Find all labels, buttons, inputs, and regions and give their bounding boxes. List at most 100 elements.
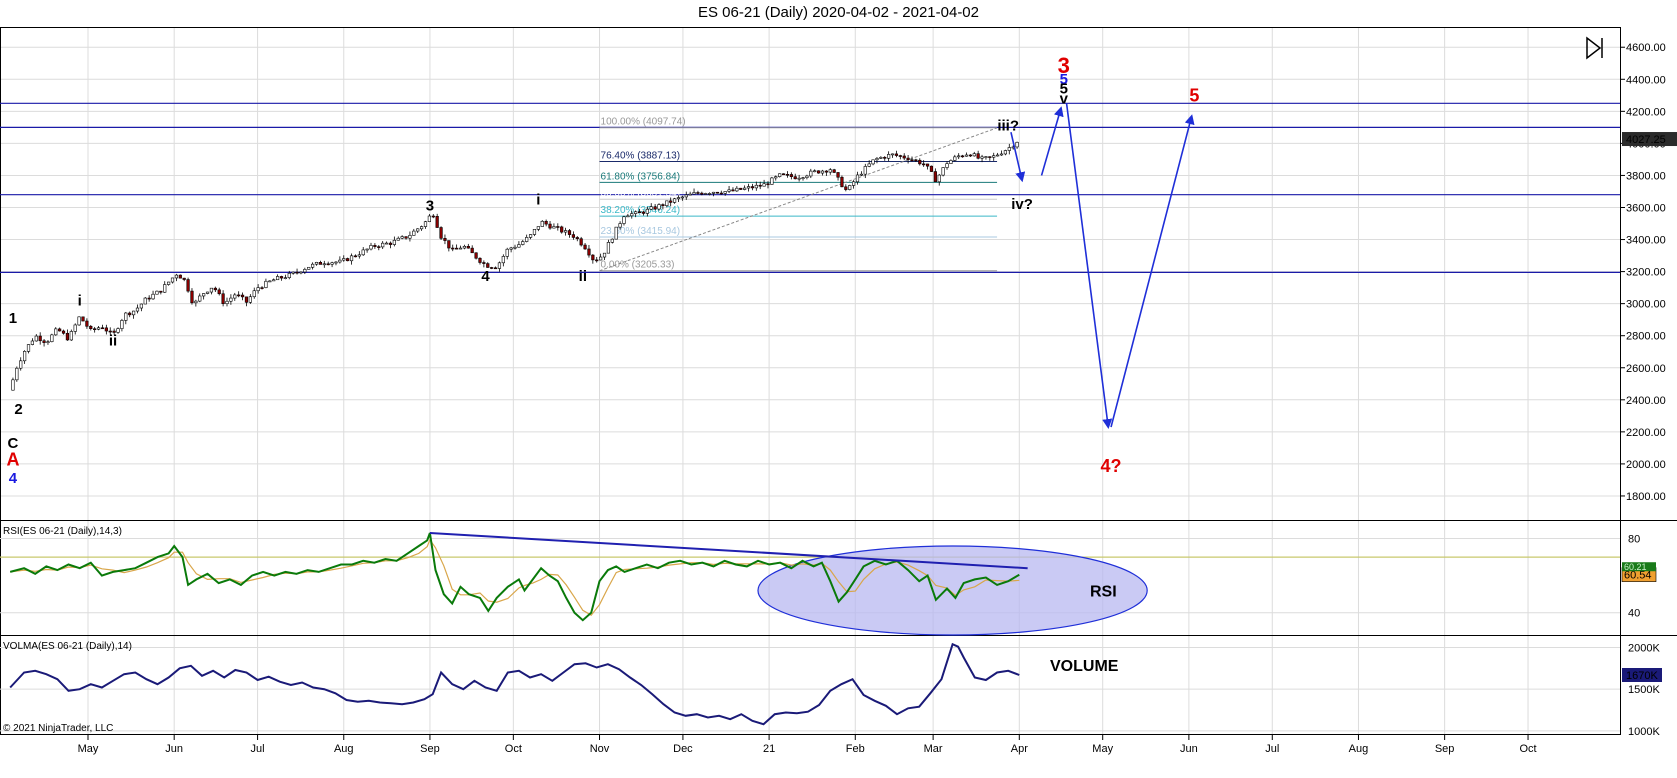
fib-level-label: 50.00% (3651.54) [601,188,681,199]
candle-body [478,257,482,263]
candle-body [482,262,486,264]
candle-body [388,242,393,245]
candle-body [194,300,198,304]
candle-body [69,331,73,341]
candle-body [455,247,459,250]
candle-body [427,215,431,222]
candle-body [143,297,147,305]
candle-body [723,191,727,194]
vol-tick-label: 1000K [1628,726,1660,738]
wave-label: A [6,450,19,470]
candle-body [894,153,899,156]
candle-body [486,263,490,268]
candle-body [89,325,93,330]
x-tick-label: May [78,743,99,755]
chart-frame [0,27,1621,735]
candle-body [209,287,214,293]
candle-body [634,211,638,214]
candle-body [606,242,611,254]
x-tick-label: Dec [673,743,693,755]
candle-body [451,247,455,250]
candle-body [844,186,848,190]
candle-body [268,280,272,283]
price-tick-label: 2400.00 [1626,395,1666,407]
fib-level-label: 76.40% (3887.13) [601,150,681,161]
candle-body [657,204,661,210]
candle-body [567,230,572,235]
candle-body [275,276,280,281]
candle-body [781,173,786,176]
wave-label: 5 [1060,71,1068,88]
candle-body [190,290,194,304]
candle-body [957,155,961,158]
x-tick-label: Apr [1011,743,1028,755]
candle-body [357,254,361,257]
candle-body [579,238,583,246]
candle-body [182,277,186,280]
candle-body [240,294,245,298]
candle-body [501,256,505,264]
candle-body [719,192,723,195]
candle-body [15,367,19,381]
candle-body [816,170,821,174]
candle-body [618,223,622,228]
candle-body [964,154,969,157]
play-end-icon[interactable] [1586,36,1603,60]
candle-body [929,165,934,172]
candle-body [326,263,330,266]
candle-body [225,300,229,305]
candle-body [19,360,23,369]
candle-body [186,279,190,292]
candle-body [167,281,171,285]
candle-body [692,192,696,195]
candle-body [700,192,704,195]
rsi-panel-title: RSI(ES 06-21 (Daily),14,3) [3,526,122,537]
candle-body [976,153,980,159]
rsi-trendline [429,531,1028,570]
candle-body [505,248,509,257]
candle-body [968,154,972,157]
x-tick-label: Aug [334,743,354,755]
candle-body [591,254,595,261]
candle-body [848,185,852,190]
candle-body [73,324,77,332]
candle-body [349,255,354,262]
candle-body [338,259,342,263]
candle-body [353,255,358,258]
candle-body [77,316,81,326]
candle-body [34,335,38,342]
candle-body [556,226,560,228]
candle-body [949,160,953,164]
candle-body [517,244,521,248]
candle-body [766,183,770,186]
candle-body [155,290,159,295]
candle-body [727,189,731,192]
candle-body [704,193,708,195]
price-tick-label: 4400.00 [1626,74,1666,86]
candle-body [279,276,284,279]
candle-body [404,236,408,239]
vol-tick-label: 1500K [1628,684,1660,696]
horizontal-lines [0,102,1620,273]
candle-body [139,303,143,309]
candle-body [641,211,646,214]
wave-label: iv? [1011,196,1033,213]
candle-body [147,297,151,300]
candle-body [715,191,719,194]
wave-label: 5 [1060,81,1068,98]
wave-label: iii? [997,118,1019,135]
candle-body [711,191,716,194]
candle-body [112,330,116,333]
candle-body [887,154,891,159]
rsi-line [9,532,1020,622]
rsi-highlight-ellipse [757,545,1148,636]
candle-body [680,196,684,199]
candle-body [669,200,673,203]
candle-body [871,159,875,165]
candle-body [431,215,435,218]
candle-body [412,230,416,236]
candle-body [299,271,303,274]
fib-level-label: 100.00% (4097.74) [601,117,686,128]
